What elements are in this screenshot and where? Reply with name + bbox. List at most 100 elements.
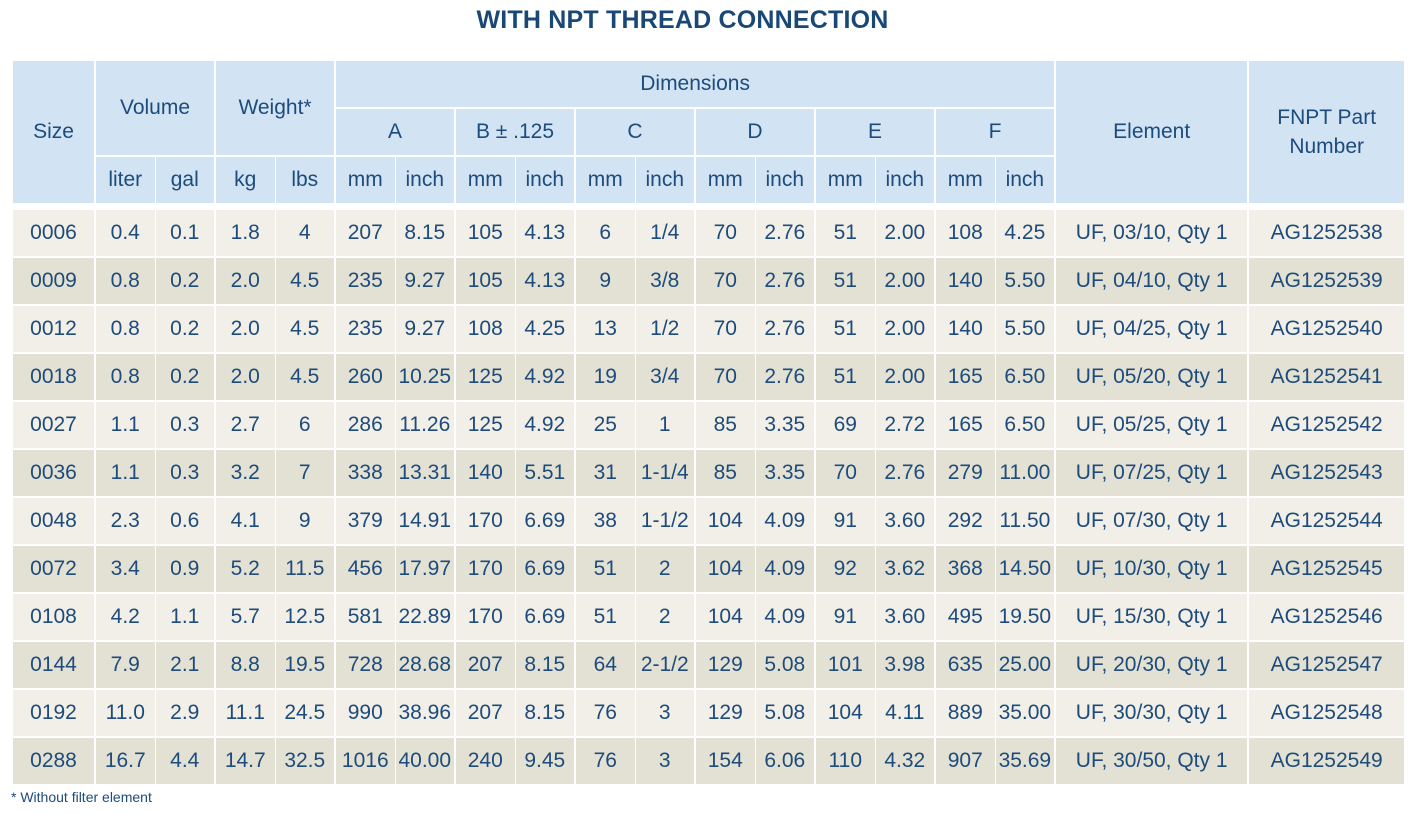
table-cell: 4.2 <box>94 592 155 641</box>
table-row: 0012 0.8 0.2 2.0 4.5 235 9.27 108 4.25 13 1/2 70 2.7… <box>13 304 1405 353</box>
table-cell: 125 <box>454 400 516 449</box>
table-cell: 38 <box>574 496 636 545</box>
table-cell: 0.9 <box>154 544 216 593</box>
table-cell: 728 <box>334 640 396 689</box>
table-cell: 3.60 <box>874 496 936 545</box>
table-cell: 31 <box>574 448 636 497</box>
table-cell: 4.11 <box>874 688 936 737</box>
table-cell: 11.26 <box>394 400 456 449</box>
table-cell: 3/4 <box>634 352 696 401</box>
table-cell: 170 <box>454 544 516 593</box>
table-cell: 4.92 <box>514 352 576 401</box>
table-cell: 51 <box>814 256 876 305</box>
table-cell: AG1252545 <box>1247 544 1405 593</box>
table-cell: 5.50 <box>994 256 1056 305</box>
table-cell: 1.1 <box>154 592 216 641</box>
table-cell: 4.09 <box>754 592 816 641</box>
table-cell: 12.5 <box>274 592 336 641</box>
table-cell: 22.89 <box>394 592 456 641</box>
header-dim-1: B ± .125 <box>454 107 576 156</box>
table-cell: 3.4 <box>94 544 155 593</box>
table-cell: UF, 07/25, Qty 1 <box>1054 448 1249 497</box>
table-cell: 0.2 <box>154 304 216 353</box>
table-cell: 11.0 <box>94 688 155 737</box>
table-cell: AG1252544 <box>1247 496 1405 545</box>
table-cell: 1-1/4 <box>634 448 696 497</box>
table-cell: 2.72 <box>874 400 936 449</box>
table-cell: 2.00 <box>874 256 936 305</box>
header-weight: Weight* <box>214 61 336 156</box>
table-cell: 4.13 <box>514 256 576 305</box>
table-cell: 64 <box>574 640 636 689</box>
table-cell: 0.4 <box>94 208 155 257</box>
table-cell: 165 <box>934 352 996 401</box>
table-cell: 76 <box>574 736 636 784</box>
table-cell: 9 <box>574 256 636 305</box>
table-cell: 108 <box>934 208 996 257</box>
table-cell: 91 <box>814 592 876 641</box>
table-cell: UF, 03/10, Qty 1 <box>1054 208 1249 257</box>
table-cell: 0108 <box>13 592 95 641</box>
table-cell: 2-1/2 <box>634 640 696 689</box>
table-cell: 17.97 <box>394 544 456 593</box>
table-cell: 19 <box>574 352 636 401</box>
table-cell: UF, 04/25, Qty 1 <box>1054 304 1249 353</box>
table-cell: 76 <box>574 688 636 737</box>
header-unit-12: mm <box>814 155 876 204</box>
table-cell: 92 <box>814 544 876 593</box>
table-cell: AG1252540 <box>1247 304 1405 353</box>
table-cell: 990 <box>334 688 396 737</box>
table-row: 0009 0.8 0.2 2.0 4.5 235 9.27 105 4.13 9 3/8 70 2.76… <box>13 256 1405 305</box>
table-cell: 0144 <box>13 640 95 689</box>
table-row: 0036 1.1 0.3 3.2 7 338 13.31 140 5.51 31 1-1/4 85 3.… <box>13 448 1405 497</box>
table-cell: 125 <box>454 352 516 401</box>
table-cell: 10.25 <box>394 352 456 401</box>
table-cell: 235 <box>334 256 396 305</box>
table-cell: 2.1 <box>154 640 216 689</box>
header-unit-13: inch <box>874 155 936 204</box>
table-cell: UF, 10/30, Qty 1 <box>1054 544 1249 593</box>
table-cell: 2.00 <box>874 208 936 257</box>
table-cell: 4.25 <box>994 208 1056 257</box>
table-cell: 105 <box>454 256 516 305</box>
table-cell: 1.1 <box>94 448 155 497</box>
table-cell: 5.50 <box>994 304 1056 353</box>
header-unit-4: mm <box>334 155 396 204</box>
table-cell: 368 <box>934 544 996 593</box>
table-cell: 8.15 <box>514 688 576 737</box>
table-cell: 101 <box>814 640 876 689</box>
table-cell: UF, 20/30, Qty 1 <box>1054 640 1249 689</box>
spec-table: Size Volume Weight* Dimensions Element F… <box>11 61 1405 784</box>
table-cell: 108 <box>454 304 516 353</box>
table-cell: 4.92 <box>514 400 576 449</box>
table-cell: 154 <box>694 736 756 784</box>
table-cell: 11.00 <box>994 448 1056 497</box>
table-cell: 0048 <box>13 496 95 545</box>
table-cell: 51 <box>574 592 636 641</box>
table-cell: 2.76 <box>874 448 936 497</box>
table-cell: 14.7 <box>214 736 276 784</box>
table-cell: 3.2 <box>214 448 276 497</box>
header-unit-3: lbs <box>274 155 336 204</box>
table-cell: 6 <box>274 400 336 449</box>
header-dim-0: A <box>334 107 456 156</box>
header-unit-10: mm <box>694 155 756 204</box>
table-cell: 581 <box>334 592 396 641</box>
table-cell: 3.35 <box>754 400 816 449</box>
table-cell: UF, 30/30, Qty 1 <box>1054 688 1249 737</box>
table-cell: 2 <box>634 544 696 593</box>
header-unit-14: mm <box>934 155 996 204</box>
header-unit-2: kg <box>214 155 276 204</box>
table-cell: 104 <box>814 688 876 737</box>
header-dim-4: E <box>814 107 936 156</box>
table-cell: 19.50 <box>994 592 1056 641</box>
table-cell: 25 <box>574 400 636 449</box>
table-cell: 3.35 <box>754 448 816 497</box>
table-cell: 11.1 <box>214 688 276 737</box>
header-unit-1: gal <box>154 155 216 204</box>
table-cell: 4.5 <box>274 304 336 353</box>
table-cell: 2.76 <box>754 208 816 257</box>
table-cell: 4 <box>274 208 336 257</box>
table-cell: 2 <box>634 592 696 641</box>
table-cell: 4.1 <box>214 496 276 545</box>
